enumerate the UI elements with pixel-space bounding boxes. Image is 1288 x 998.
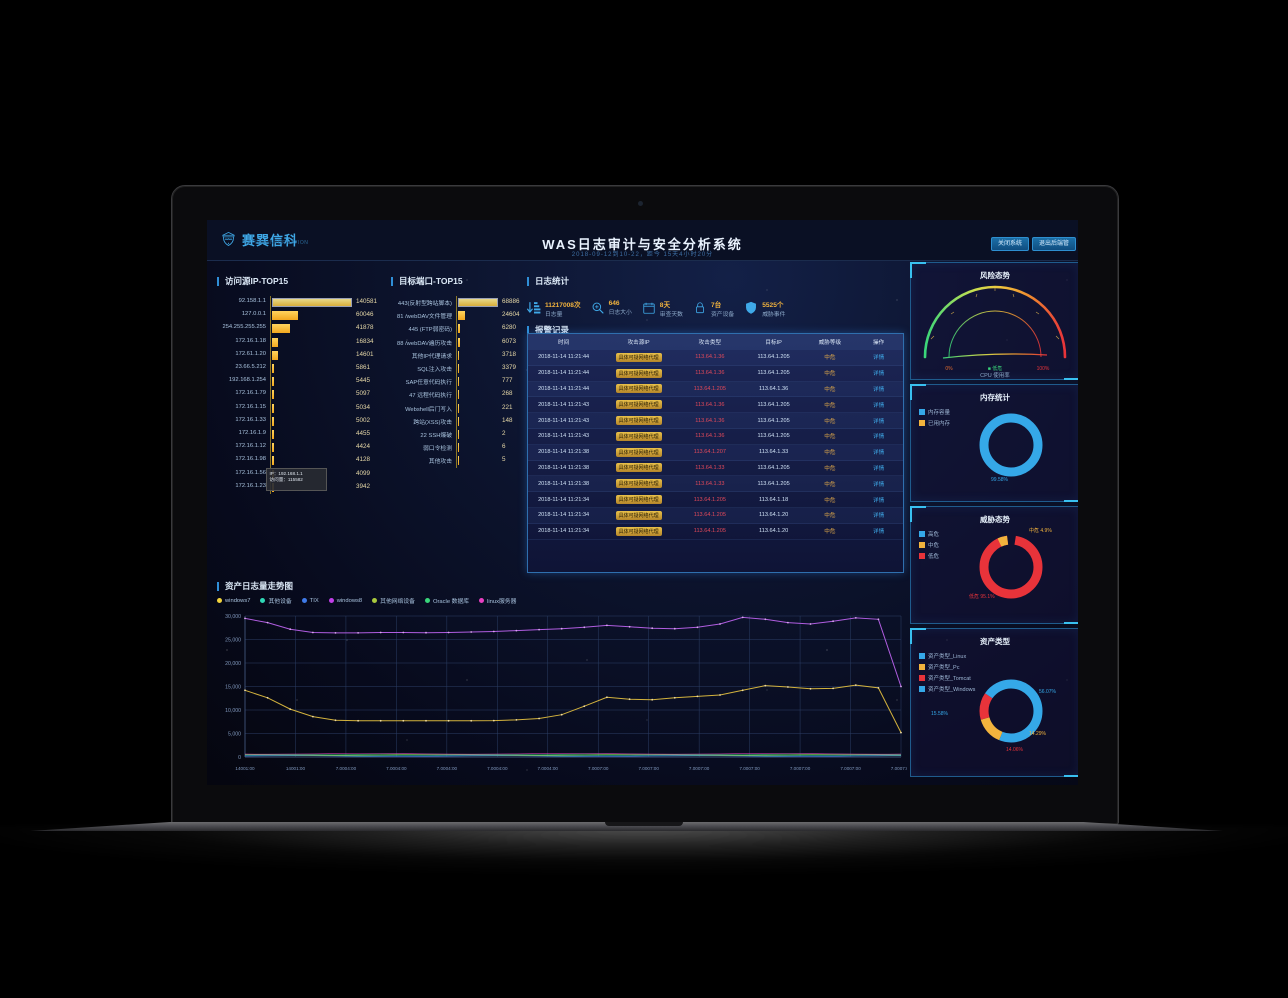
svg-text:7.0004:00: 7.0004:00 bbox=[487, 766, 508, 771]
svg-text:7.0007:00: 7.0007:00 bbox=[790, 766, 811, 771]
svg-text:14001:00: 14001:00 bbox=[286, 766, 306, 771]
svg-text:10,000: 10,000 bbox=[225, 708, 241, 714]
svg-text:0: 0 bbox=[238, 755, 241, 761]
svg-text:7.0004:00: 7.0004:00 bbox=[336, 766, 357, 771]
svg-text:7.0004:00: 7.0004:00 bbox=[386, 766, 407, 771]
svg-text:7.0007:00: 7.0007:00 bbox=[638, 766, 659, 771]
svg-text:5,000: 5,000 bbox=[228, 732, 241, 738]
svg-text:7.0007:00: 7.0007:00 bbox=[739, 766, 760, 771]
svg-text:7.0007:00: 7.0007:00 bbox=[588, 766, 609, 771]
svg-text:7.0007:00: 7.0007:00 bbox=[891, 766, 907, 771]
svg-text:20,000: 20,000 bbox=[225, 661, 241, 667]
svg-text:7.0004:00: 7.0004:00 bbox=[437, 766, 458, 771]
svg-text:15,000: 15,000 bbox=[225, 685, 241, 691]
svg-text:7.0004:00: 7.0004:00 bbox=[538, 766, 559, 771]
svg-text:30,000: 30,000 bbox=[225, 614, 241, 620]
svg-text:25,000: 25,000 bbox=[225, 638, 241, 644]
svg-text:7.0007:00: 7.0007:00 bbox=[840, 766, 861, 771]
svg-text:14001:00: 14001:00 bbox=[235, 766, 255, 771]
svg-text:7.0007:00: 7.0007:00 bbox=[689, 766, 710, 771]
